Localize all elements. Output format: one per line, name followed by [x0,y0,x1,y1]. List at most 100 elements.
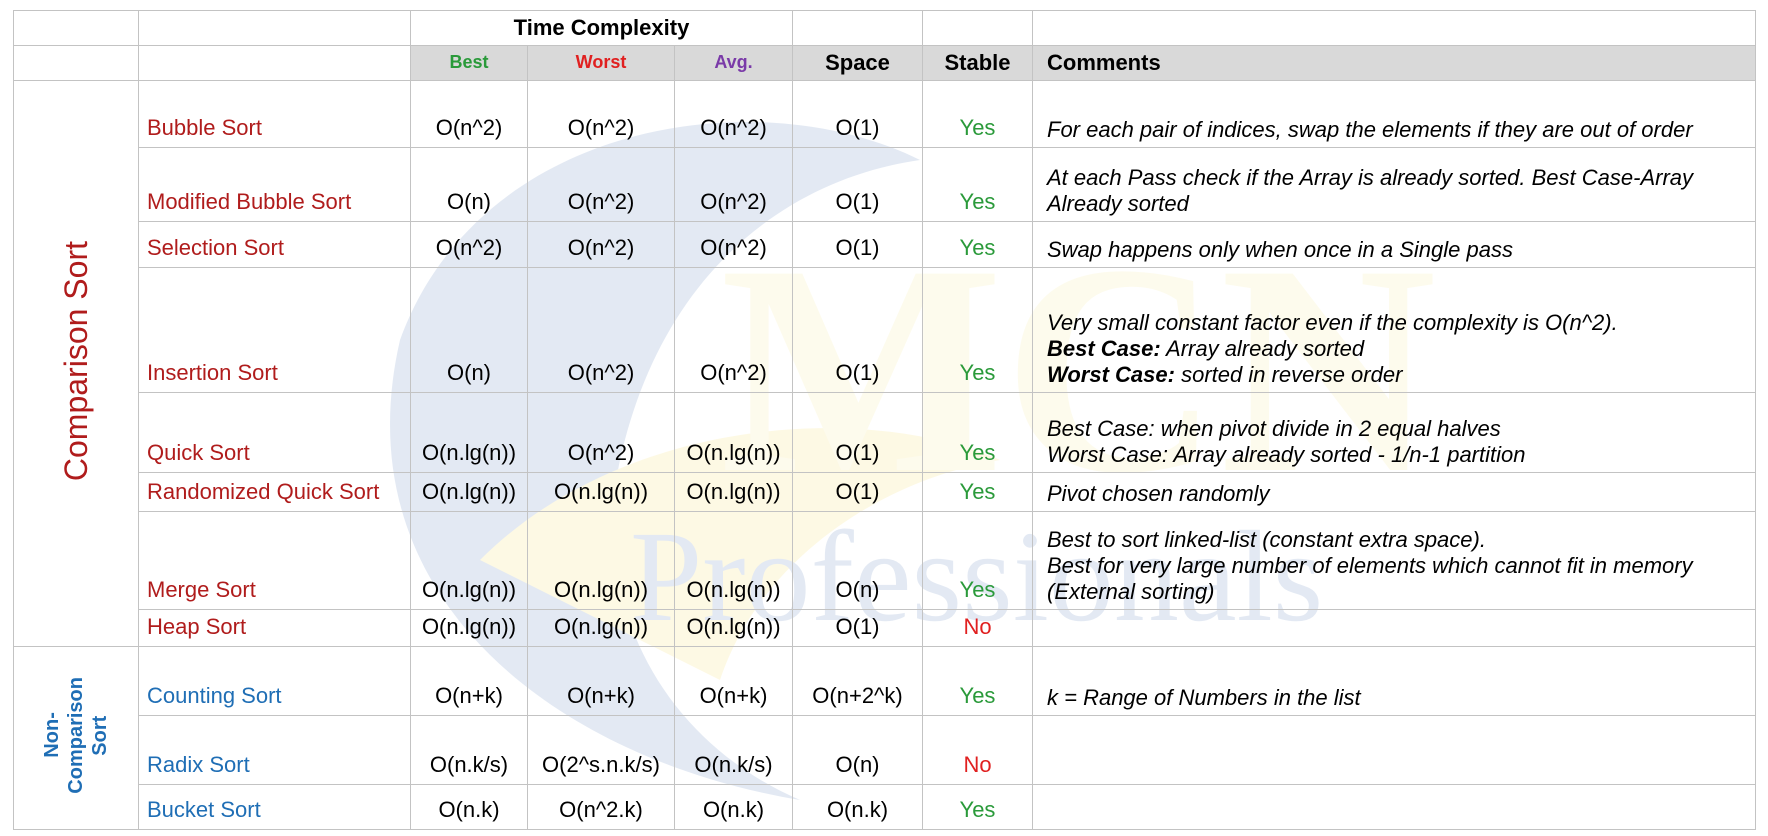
best-value: O(n+k) [410,645,528,717]
avg-value: O(n^2) [674,220,793,268]
stable-value: Yes [922,80,1033,149]
space-value: O(1) [792,220,923,268]
table-row: Comparison Sort Bubble Sort O(n^2) O(n^2… [13,80,1756,647]
comment-cell: Very small constant factor even if the c… [1032,266,1756,393]
table-row: Radix Sort O(n.k/s) O(2^s.n.k/s) O(n.k/s… [14,715,1756,786]
comment-cell: For each pair of indices, swap the eleme… [1032,80,1756,149]
algo-name: Insertion Sort [138,266,411,393]
time-complexity-header: Time Complexity [410,10,793,46]
comment-line: Best Case: when pivot divide in 2 equal … [1047,415,1501,441]
worst-value: O(n^2) [527,391,675,473]
space-value: O(1) [792,609,923,647]
best-header: Best [410,44,528,82]
comment-cell: k = Range of Numbers in the list [1032,645,1756,717]
algo-name: Bubble Sort [138,80,411,149]
comment-line: For each pair of indices, swap the eleme… [1047,117,1693,143]
stable-value: No [922,715,1033,786]
space-value: O(n) [792,510,923,611]
comments-header: Comments [1032,44,1756,82]
worst-value: O(n^2) [527,147,675,222]
comment-line: Best for very large number of elements w… [1047,553,1693,605]
table-row: Modified Bubble Sort O(n) O(n^2) O(n^2) … [14,147,1756,222]
space-header: Space [792,44,923,82]
comment-line: Worst Case: sorted in reverse order [1047,361,1403,387]
avg-value: O(n+k) [674,645,793,717]
table-row: Heap Sort O(n.lg(n)) O(n.lg(n)) O(n.lg(n… [14,609,1756,647]
algo-name: Randomized Quick Sort [138,471,411,512]
comment-cell [1032,715,1756,786]
best-value: O(n.lg(n)) [410,471,528,512]
avg-value: O(n^2) [674,147,793,222]
best-value: O(n.lg(n)) [410,609,528,647]
best-value: O(n.k/s) [410,715,528,786]
space-value: O(n+2^k) [792,645,923,717]
avg-header: Avg. [674,44,793,82]
comment-cell: Swap happens only when once in a Single … [1032,220,1756,268]
table-row: Selection Sort O(n^2) O(n^2) O(n^2) O(1)… [14,220,1756,268]
space-value: O(1) [792,471,923,512]
algo-name: Counting Sort [138,645,411,717]
sorting-algorithms-table: Time Complexity Best Worst Avg. Space St… [13,10,1756,831]
worst-value: O(n^2) [527,80,675,149]
stable-value: No [922,609,1033,647]
space-value: O(1) [792,147,923,222]
table-row: Quick Sort O(n.lg(n)) O(n^2) O(n.lg(n)) … [14,391,1756,473]
avg-value: O(n.k) [674,784,793,830]
comment-line: At each Pass check if the Array is alrea… [1047,164,1694,216]
non-comparison-sort-group: Non- Comparison Sort [13,645,139,831]
comment-cell [1032,609,1756,647]
stable-header: Stable [922,44,1033,82]
stable-value: Yes [922,220,1033,268]
worst-case-label: Worst Case: [1047,361,1175,387]
comment-line: Best to sort linked-list (constant extra… [1047,527,1486,553]
algo-name: Quick Sort [138,391,411,473]
table-row: Merge Sort O(n.lg(n)) O(n.lg(n)) O(n.lg(… [14,510,1756,611]
space-value: O(1) [792,80,923,149]
stable-value: Yes [922,645,1033,717]
avg-value: O(n.lg(n)) [674,510,793,611]
avg-value: O(n.lg(n)) [674,471,793,512]
comment-cell: Pivot chosen randomly [1032,471,1756,512]
algo-name: Merge Sort [138,510,411,611]
best-value: O(n) [410,266,528,393]
comment-line: Pivot chosen randomly [1047,480,1270,506]
comment-cell [1032,784,1756,830]
worst-value: O(n.lg(n)) [527,510,675,611]
non-comparison-sort-label: Non- Comparison Sort [41,676,111,794]
table-row: Non- Comparison Sort Counting Sort O(n+k… [13,645,1756,831]
worst-value: O(n.lg(n)) [527,471,675,512]
comment-line: Swap happens only when once in a Single … [1047,236,1513,262]
space-value: O(n) [792,715,923,786]
stable-value: Yes [922,784,1033,830]
comment-cell: Best to sort linked-list (constant extra… [1032,510,1756,611]
best-value: O(n.k) [410,784,528,830]
comparison-sort-label: Comparison Sort [57,240,94,481]
best-value: O(n^2) [410,80,528,149]
algo-name: Bucket Sort [138,784,411,830]
table-row: Randomized Quick Sort O(n.lg(n)) O(n.lg(… [14,471,1756,512]
avg-value: O(n.k/s) [674,715,793,786]
stable-value: Yes [922,510,1033,611]
comment-cell: At each Pass check if the Array is alrea… [1032,147,1756,222]
best-value: O(n.lg(n)) [410,510,528,611]
table-row: Bucket Sort O(n.k) O(n^2.k) O(n.k) O(n.k… [14,784,1756,830]
comment-line: k = Range of Numbers in the list [1047,685,1361,711]
best-value: O(n) [410,147,528,222]
worst-value: O(n+k) [527,645,675,717]
algo-name: Modified Bubble Sort [138,147,411,222]
corner-cell [13,10,139,46]
space-value: O(n.k) [792,784,923,830]
stable-value: Yes [922,391,1033,473]
best-value: O(n^2) [410,220,528,268]
avg-value: O(n.lg(n)) [674,391,793,473]
worst-value: O(n^2.k) [527,784,675,830]
comment-line: Worst Case: Array already sorted - 1/n-1… [1047,441,1526,467]
worst-value: O(2^s.n.k/s) [527,715,675,786]
algo-name: Selection Sort [138,220,411,268]
header-row-top: Time Complexity [13,10,1756,46]
best-case-label: Best Case: [1047,335,1161,361]
worst-value: O(n^2) [527,220,675,268]
worst-header: Worst [527,44,675,82]
table-row: Insertion Sort O(n) O(n^2) O(n^2) O(1) Y… [14,266,1756,393]
comment-cell: Best Case: when pivot divide in 2 equal … [1032,391,1756,473]
